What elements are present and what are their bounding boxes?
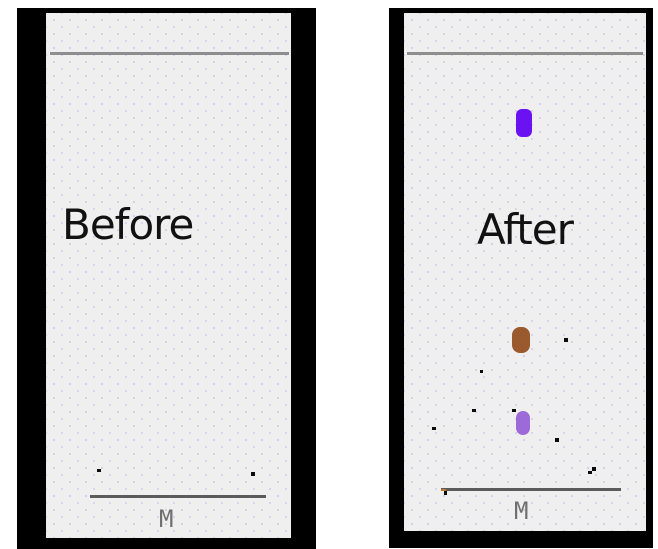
after-speck	[432, 427, 436, 430]
before-speck	[251, 472, 255, 476]
after-marker: M	[514, 497, 529, 525]
before-speck	[97, 469, 101, 472]
after-speck	[512, 409, 516, 412]
after-panel: After M	[404, 13, 646, 531]
before-bottom-line	[90, 495, 266, 498]
lavender-blob	[516, 411, 530, 435]
after-speck	[564, 338, 568, 342]
before-panel: Before M	[46, 13, 291, 538]
after-speck	[588, 471, 592, 474]
violet-blob	[516, 109, 532, 137]
before-label: Before	[62, 200, 194, 249]
after-speck	[555, 438, 559, 442]
brown-blob	[512, 327, 530, 353]
after-speck	[480, 370, 483, 373]
after-bottom-line	[441, 488, 621, 491]
after-speck	[472, 409, 476, 412]
after-speck	[592, 467, 596, 471]
after-top-line	[407, 52, 643, 55]
before-marker: M	[159, 505, 174, 533]
after-bottom-line-tick	[441, 489, 446, 491]
after-label: After	[477, 205, 574, 254]
before-top-line	[50, 52, 289, 55]
after-speck	[444, 491, 447, 495]
